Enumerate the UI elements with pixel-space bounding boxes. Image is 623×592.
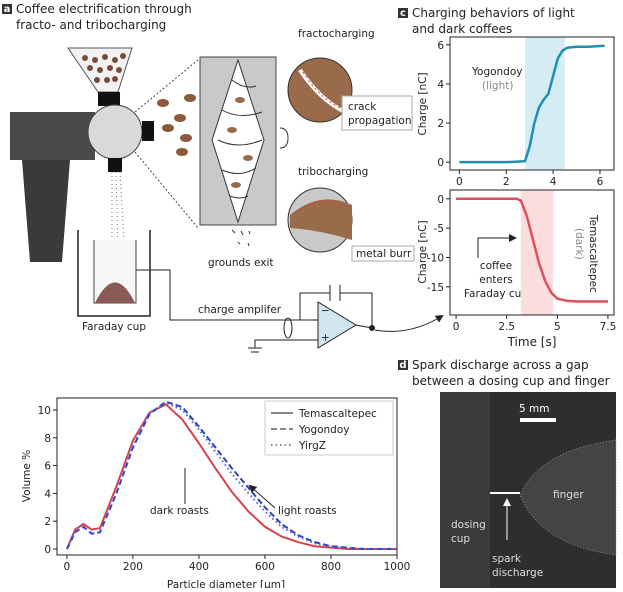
- label: crack: [348, 101, 377, 113]
- label: finger: [553, 489, 584, 501]
- y-tick-label: 4: [437, 79, 444, 91]
- x-tick-label: 800: [321, 561, 341, 573]
- y-tick-label: 10: [38, 405, 51, 417]
- label: grounds exit: [208, 257, 273, 269]
- x-axis-label: Time [s]: [507, 335, 557, 349]
- x-tick-label: 6: [597, 176, 604, 188]
- beans: [157, 94, 196, 156]
- y-axis-label: Charge [nC]: [417, 72, 429, 135]
- panel-title: and dark coffees: [412, 22, 512, 36]
- panel-label: d: [399, 360, 406, 371]
- panel-title: Coffee electrification through: [16, 2, 192, 16]
- label: fractocharging: [298, 28, 375, 40]
- y-tick-label: 0: [437, 194, 444, 206]
- annotation: Faraday cup: [464, 288, 528, 300]
- burr-diagram: [200, 57, 352, 252]
- y-tick-label: -10: [427, 252, 444, 264]
- arrow: [478, 238, 515, 258]
- legend-label: Yogondoy: [298, 424, 350, 436]
- label: tribocharging: [298, 166, 368, 178]
- annotation: dark roasts: [150, 505, 209, 517]
- x-tick-label: 600: [255, 561, 275, 573]
- annotation: coffee: [480, 260, 512, 272]
- x-tick-label: 0: [64, 561, 71, 573]
- y-tick-label: 6: [44, 461, 51, 473]
- label: propagation: [348, 115, 412, 127]
- label: charge amplifer: [198, 304, 282, 316]
- label: metal burr: [356, 248, 412, 260]
- y-tick-label: 8: [44, 433, 51, 445]
- y-tick-label: 6: [437, 40, 444, 52]
- panel-label: c: [400, 8, 406, 19]
- x-tick-label: 400: [189, 561, 209, 573]
- x-tick-label: 0: [456, 176, 463, 188]
- annotation: enters: [479, 274, 512, 286]
- scale-label: 5 mm: [519, 403, 549, 415]
- x-axis-label: Particle diameter [μm]: [167, 579, 285, 588]
- annotation: Yogondoy: [471, 66, 523, 78]
- x-tick-label: 0: [453, 321, 460, 333]
- amp-sign: −: [321, 305, 330, 317]
- panel-title: Spark discharge across a gap: [412, 358, 589, 372]
- figure: a Coffee electrification through fracto-…: [0, 0, 623, 588]
- panel-title: between a dosing cup and finger: [412, 374, 610, 388]
- x-tick-label: 2.5: [498, 321, 515, 333]
- x-tick-label: 4: [550, 176, 557, 188]
- annotation: (light): [482, 80, 513, 92]
- side-label: (dark): [573, 228, 585, 260]
- panel-label: a: [4, 4, 11, 15]
- x-tick-label: 5: [554, 321, 561, 333]
- label: discharge: [492, 567, 543, 579]
- y-tick-label: 2: [44, 516, 51, 528]
- panel-title: fracto- and tribocharging: [16, 18, 166, 32]
- y-tick-label: 0: [44, 544, 51, 556]
- legend-label: Temascaltepec: [298, 408, 377, 420]
- y-tick-label: 0: [437, 157, 444, 169]
- x-tick-label: 7.5: [600, 321, 617, 333]
- y-tick-label: -15: [427, 282, 444, 294]
- label: Faraday cup: [82, 321, 146, 333]
- side-label: Temascaltepec: [587, 214, 599, 293]
- label: spark: [492, 553, 522, 565]
- x-tick-label: 2: [503, 176, 510, 188]
- amplifier: [248, 285, 442, 352]
- y-tick-label: 4: [44, 488, 51, 500]
- y-axis-label: Volume %: [21, 450, 33, 502]
- y-tick-label: 2: [437, 118, 444, 130]
- photo: [440, 392, 616, 588]
- y-tick-label: -5: [434, 223, 444, 235]
- annotation: light roasts: [278, 505, 337, 517]
- x-tick-label: 1000: [384, 561, 411, 573]
- legend-label: YirgZ: [298, 440, 326, 452]
- amp-sign: +: [321, 332, 330, 344]
- label: cup: [451, 533, 470, 545]
- panel-title: Charging behaviors of light: [412, 6, 575, 20]
- label: dosing: [451, 519, 486, 531]
- x-tick-label: 200: [123, 561, 143, 573]
